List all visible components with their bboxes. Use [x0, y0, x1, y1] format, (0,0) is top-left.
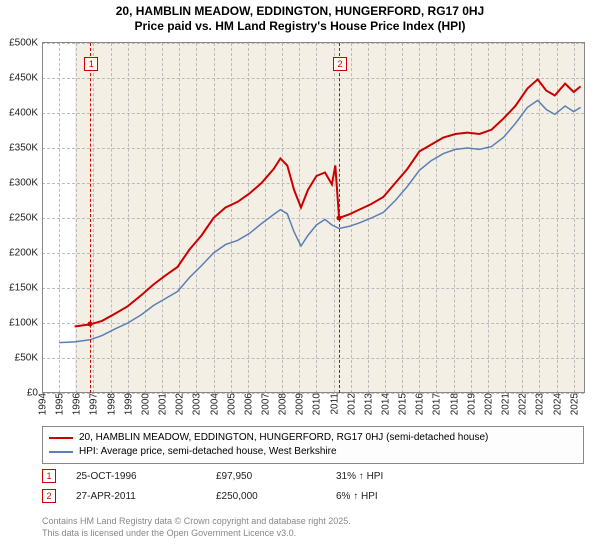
legend-swatch	[49, 437, 73, 439]
x-tick-label: 2013	[361, 393, 374, 415]
x-tick-label: 1997	[87, 393, 100, 415]
legend-swatch	[49, 451, 73, 453]
x-tick-label: 1995	[53, 393, 66, 415]
y-tick-label: £250K	[9, 213, 42, 224]
y-tick-label: £150K	[9, 283, 42, 294]
sales-row: 1 25-OCT-1996£97,95031% ↑ HPI	[42, 466, 456, 486]
x-tick-label: 2007	[258, 393, 271, 415]
x-tick-label: 2003	[190, 393, 203, 415]
y-tick-label: £350K	[9, 143, 42, 154]
x-tick-label: 2005	[224, 393, 237, 415]
series-price_paid	[75, 79, 581, 326]
sale-date: 25-OCT-1996	[76, 471, 216, 482]
attribution: Contains HM Land Registry data © Crown c…	[42, 516, 351, 539]
sale-hpi: 6% ↑ HPI	[336, 491, 456, 502]
sale-date: 27-APR-2011	[76, 491, 216, 502]
y-tick-label: £200K	[9, 248, 42, 259]
sale-price: £97,950	[216, 471, 336, 482]
x-tick-label: 2022	[516, 393, 529, 415]
x-tick-label: 2015	[396, 393, 409, 415]
x-tick-label: 1996	[70, 393, 83, 415]
x-tick-label: 2020	[481, 393, 494, 415]
x-tick-label: 2021	[499, 393, 512, 415]
price-chart: £0£50K£100K£150K£200K£250K£300K£350K£400…	[42, 42, 585, 393]
attribution-line1: Contains HM Land Registry data © Crown c…	[42, 516, 351, 528]
chart-lines	[42, 43, 584, 393]
x-tick-label: 2006	[241, 393, 254, 415]
x-tick-label: 2010	[310, 393, 323, 415]
y-tick-label: £50K	[15, 353, 42, 364]
x-tick-label: 2018	[447, 393, 460, 415]
attribution-line2: This data is licensed under the Open Gov…	[42, 528, 351, 540]
x-tick-label: 2011	[327, 393, 340, 415]
legend: 20, HAMBLIN MEADOW, EDDINGTON, HUNGERFOR…	[42, 426, 584, 464]
sale-marker-2: 2	[333, 57, 347, 71]
x-tick-label: 2019	[464, 393, 477, 415]
y-tick-label: £300K	[9, 178, 42, 189]
series-hpi	[59, 100, 580, 342]
x-tick-label: 1994	[36, 393, 49, 415]
x-tick-label: 2009	[293, 393, 306, 415]
y-tick-label: £100K	[9, 318, 42, 329]
x-tick-label: 1999	[121, 393, 134, 415]
sale-price: £250,000	[216, 491, 336, 502]
x-tick-label: 2000	[138, 393, 151, 415]
x-tick-label: 2008	[276, 393, 289, 415]
x-tick-label: 2016	[413, 393, 426, 415]
sales-row: 2 27-APR-2011£250,0006% ↑ HPI	[42, 486, 456, 506]
x-tick-label: 2004	[207, 393, 220, 415]
sale-hpi: 31% ↑ HPI	[336, 471, 456, 482]
sale-marker-ref: 2	[42, 489, 56, 503]
x-tick-label: 2001	[156, 393, 169, 415]
x-tick-label: 2002	[173, 393, 186, 415]
y-tick-label: £500K	[9, 38, 42, 49]
legend-label: 20, HAMBLIN MEADOW, EDDINGTON, HUNGERFOR…	[79, 431, 488, 445]
legend-label: HPI: Average price, semi-detached house,…	[79, 445, 337, 459]
title-line2: Price paid vs. HM Land Registry's House …	[0, 19, 600, 34]
x-tick-label: 2025	[567, 393, 580, 415]
x-tick-label: 2024	[550, 393, 563, 415]
sale-marker-ref: 1	[42, 469, 56, 483]
legend-row-price_paid: 20, HAMBLIN MEADOW, EDDINGTON, HUNGERFOR…	[49, 431, 577, 445]
x-tick-label: 2023	[533, 393, 546, 415]
y-tick-label: £400K	[9, 108, 42, 119]
legend-row-hpi: HPI: Average price, semi-detached house,…	[49, 445, 577, 459]
x-tick-label: 2017	[430, 393, 443, 415]
y-tick-label: £450K	[9, 73, 42, 84]
sales-table: 1 25-OCT-1996£97,95031% ↑ HPI 2 27-APR-2011…	[42, 466, 456, 506]
x-tick-label: 2012	[344, 393, 357, 415]
sale-marker-1: 1	[84, 57, 98, 71]
x-tick-label: 1998	[104, 393, 117, 415]
x-tick-label: 2014	[379, 393, 392, 415]
title-line1: 20, HAMBLIN MEADOW, EDDINGTON, HUNGERFOR…	[0, 4, 600, 19]
